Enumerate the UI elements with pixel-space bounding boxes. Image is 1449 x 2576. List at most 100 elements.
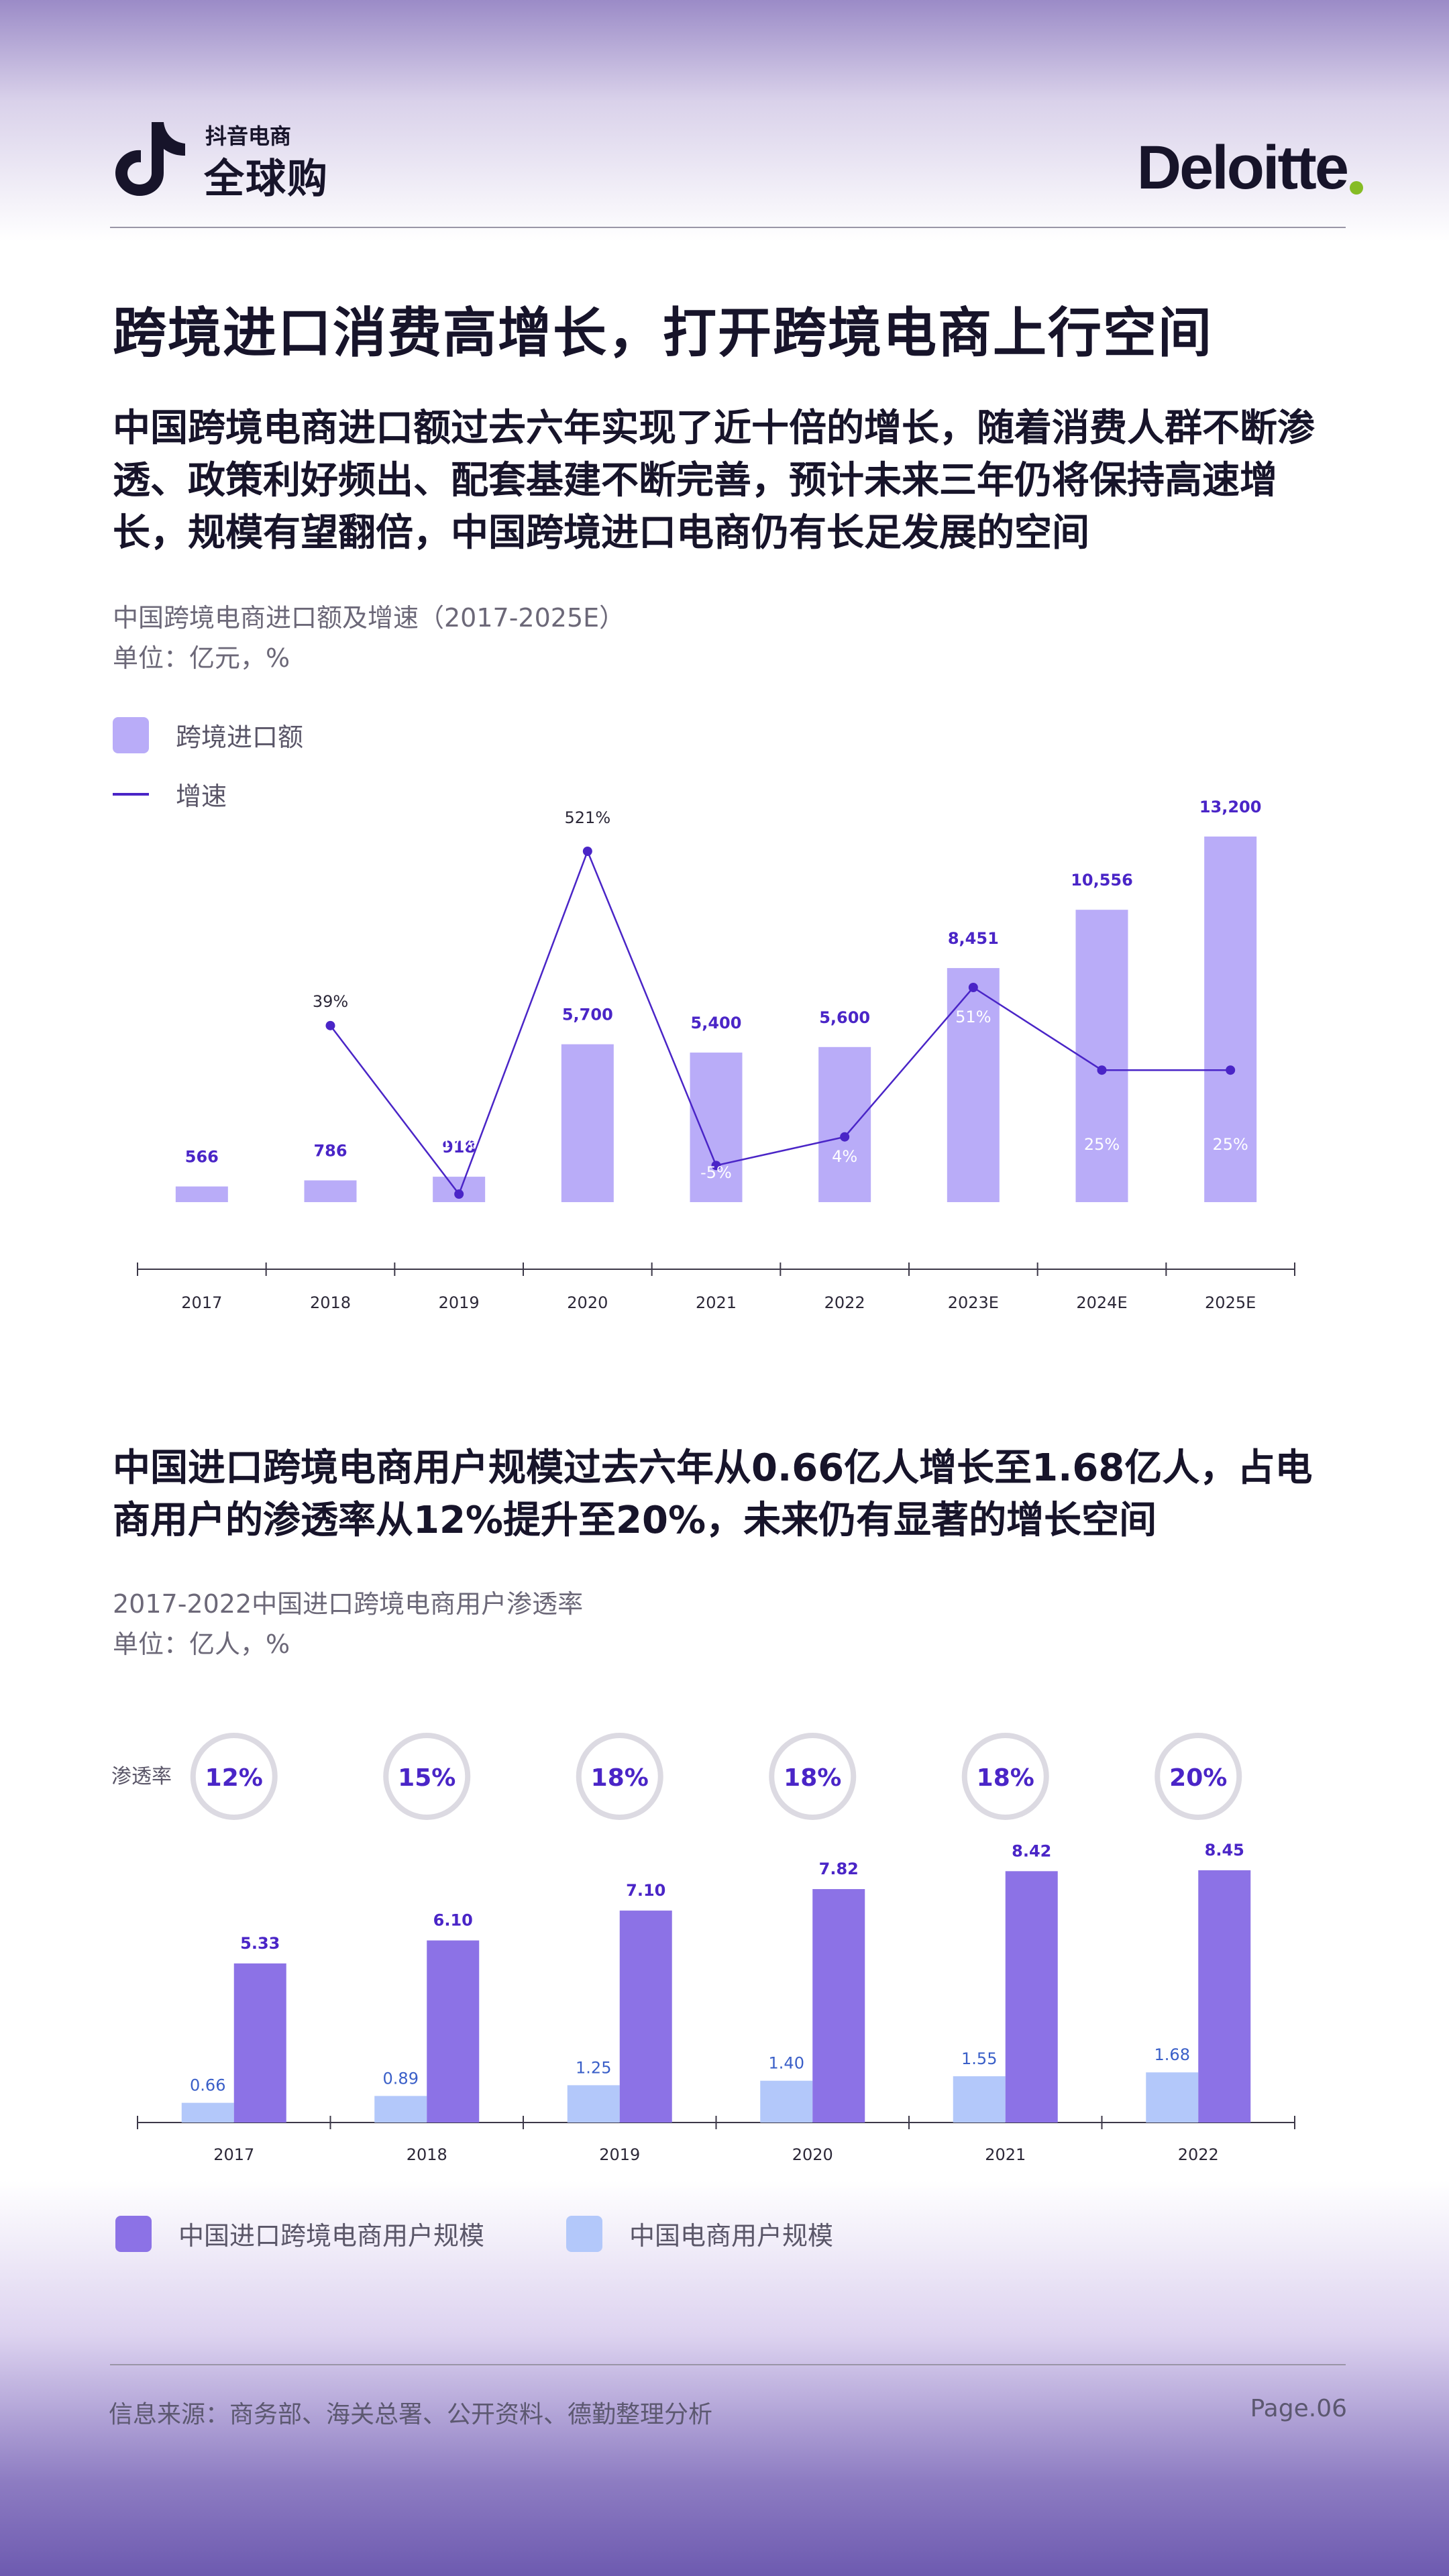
x-tick-label: 2024E <box>1076 1293 1127 1312</box>
import-value-bar <box>690 1053 743 1202</box>
ecommerce-users-label: 0.89 <box>383 2069 419 2088</box>
footer-source: 信息来源：商务部、海关总署、公开资料、德勤整理分析 <box>109 2401 713 2428</box>
legend-label-growth: 增速 <box>176 782 227 811</box>
import-value-bar <box>818 1046 871 1202</box>
import-value-label: 566 <box>185 1148 219 1167</box>
crossborder-users-label: 7.10 <box>626 1881 665 1900</box>
penetration-label: 渗透率 <box>111 1765 172 1788</box>
import-value-chart: 566 2017 786 2018 918 2019 5,700 2020 5,400 2021 5… <box>137 798 1295 1312</box>
penetration-circle <box>190 1733 278 1820</box>
legend-swatch-ecommerce-users <box>566 2215 602 2252</box>
crossborder-users-label: 8.45 <box>1205 1841 1244 1860</box>
penetration-circle <box>769 1733 857 1820</box>
growth-rate-point <box>454 1189 464 1199</box>
x-tick-label: 2018 <box>407 2145 447 2164</box>
section1-headline: 中国跨境电商进口额过去六年实现了近十倍的增长，随着消费人群不断渗透、政策利好频出… <box>113 407 1315 555</box>
growth-rate-label: 521% <box>565 808 611 827</box>
import-value-label: 13,200 <box>1199 798 1262 816</box>
x-tick-label: 2025E <box>1205 1293 1256 1312</box>
crossborder-users-label: 5.33 <box>240 1934 280 1953</box>
ecommerce-users-label: 1.68 <box>1155 2045 1190 2064</box>
legend-item-growth: 增速 <box>113 775 227 812</box>
deloitte-logo: Deloitte <box>1137 131 1363 199</box>
crossborder-users-bar <box>619 1911 672 2123</box>
page-number: Page.06 <box>1250 2395 1347 2422</box>
legend-swatch-growth-line <box>113 792 149 796</box>
chart2-title: 2017-2022中国进口跨境电商用户渗透率 <box>113 1589 584 1619</box>
import-value-bar <box>1075 910 1128 1202</box>
ecommerce-users-label: 1.25 <box>576 2058 611 2077</box>
penetration-value: 18% <box>784 1764 841 1792</box>
import-value-label: 10,556 <box>1071 871 1133 890</box>
x-tick-label: 2022 <box>1178 2145 1219 2164</box>
penetration-circle <box>961 1733 1049 1820</box>
chart2-unit: 单位：亿人，% <box>113 1629 290 1659</box>
import-value-label: 5,700 <box>562 1006 613 1024</box>
penetration-value: 20% <box>1169 1764 1227 1792</box>
x-tick-label: 2021 <box>985 2145 1026 2164</box>
ecommerce-users-bar <box>374 2096 427 2123</box>
crossborder-users-bar <box>1005 1871 1058 2123</box>
x-tick-label: 2019 <box>439 1293 480 1312</box>
ecommerce-users-bar <box>181 2102 234 2123</box>
x-tick-label: 2022 <box>824 1293 865 1312</box>
page-title: 跨境进口消费高增长，打开跨境电商上行空间 <box>113 301 1213 364</box>
ecommerce-users-bar <box>760 2080 813 2123</box>
crossborder-users-bar <box>812 1889 865 2123</box>
growth-rate-label: 25% <box>1084 1135 1120 1154</box>
penetration-circle <box>383 1733 471 1820</box>
penetration-value: 12% <box>205 1764 263 1792</box>
crossborder-users-bar <box>233 1963 286 2123</box>
legend-item-ecommerce-users: 中国电商用户规模 <box>566 2215 833 2252</box>
ecommerce-users-bar <box>1146 2072 1199 2123</box>
growth-rate-point <box>582 847 592 856</box>
import-value-bar <box>947 968 1000 1202</box>
section2-headline: 中国进口跨境电商用户规模过去六年从0.66亿人增长至1.68亿人，占电商用户的渗… <box>113 1446 1313 1542</box>
crossborder-users-label: 7.82 <box>819 1860 859 1878</box>
chart1-title: 中国跨境电商进口额及增速（2017-2025E） <box>113 603 625 633</box>
growth-rate-label: 51% <box>955 1008 991 1026</box>
legend-item-crossborder-users: 中国进口跨境电商用户规模 <box>115 2215 484 2252</box>
growth-rate-line <box>329 849 1231 1196</box>
import-value-bar <box>175 1186 228 1202</box>
x-tick-label: 2017 <box>213 2145 254 2164</box>
crossborder-users-bar <box>427 1940 480 2123</box>
penetration-value: 18% <box>977 1764 1034 1792</box>
growth-rate-point <box>1097 1065 1107 1075</box>
crossborder-users-label: 6.10 <box>433 1911 473 1930</box>
penetration-circle <box>576 1733 663 1820</box>
legend-label-crossborder-users: 中国进口跨境电商用户规模 <box>178 2221 485 2251</box>
header-divider <box>110 227 1346 228</box>
import-value-label: 786 <box>313 1142 347 1161</box>
growth-rate-point <box>325 1020 335 1030</box>
chart1-unit: 单位：亿元，% <box>113 643 290 673</box>
x-tick-label: 2019 <box>599 2145 640 2164</box>
deloitte-green-dot <box>1350 181 1363 195</box>
legend-item-import: 跨境进口额 <box>113 716 303 753</box>
penetration-value: 18% <box>591 1764 649 1792</box>
crossborder-users-label: 8.42 <box>1012 1841 1051 1860</box>
legend-swatch-crossborder-users <box>115 2215 152 2252</box>
growth-rate-label: 17% <box>441 1134 476 1152</box>
deloitte-wordmark: Deloitte <box>1136 133 1349 202</box>
growth-rate-point <box>840 1132 850 1142</box>
import-value-label: 8,451 <box>948 929 999 948</box>
import-value-bar <box>1204 837 1257 1202</box>
footer-divider <box>110 2364 1346 2365</box>
x-tick-label: 2018 <box>310 1293 351 1312</box>
x-tick-label: 2023E <box>948 1293 999 1312</box>
ecommerce-users-label: 1.40 <box>769 2054 804 2073</box>
ecommerce-users-label: 1.55 <box>961 2049 997 2068</box>
growth-rate-label: 4% <box>832 1147 857 1166</box>
growth-rate-label: -5% <box>700 1163 732 1182</box>
growth-rate-point <box>1226 1065 1236 1075</box>
import-value-label: 5,400 <box>691 1014 742 1032</box>
x-tick-label: 2017 <box>181 1293 222 1312</box>
douyin-global-logo: 抖音电商 全球购 <box>113 114 354 208</box>
x-tick-label: 2020 <box>567 1293 608 1312</box>
brand-small-text: 抖音电商 <box>205 123 292 149</box>
growth-rate-point <box>968 983 978 992</box>
penetration-value: 15% <box>398 1764 455 1792</box>
brand-big-text: 全球购 <box>204 156 329 203</box>
legend-label-ecommerce-users: 中国电商用户规模 <box>629 2221 834 2251</box>
